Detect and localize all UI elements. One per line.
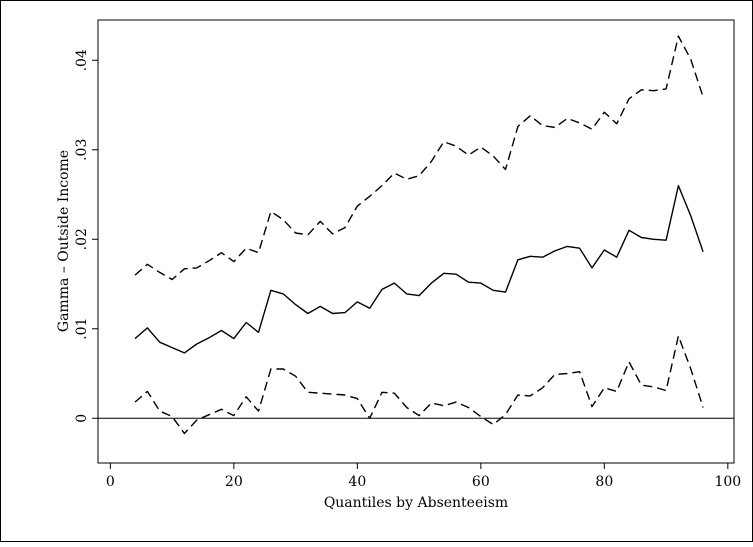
x-tick-label: 40 — [348, 474, 366, 490]
y-tick-label: .02 — [74, 228, 90, 250]
x-axis: 0 20 40 60 80 100 — [106, 463, 741, 490]
x-tick-label: 80 — [595, 474, 613, 490]
y-axis-label: Gamma – Outside Income — [56, 150, 72, 332]
y-tick-label: .04 — [74, 49, 90, 71]
upper-confidence-band-line — [134, 35, 704, 281]
series-layer — [134, 35, 704, 435]
x-tick-label: 60 — [472, 474, 490, 490]
x-tick-label: 20 — [225, 474, 243, 490]
y-tick-label: 0 — [74, 414, 90, 423]
point-estimate-line — [134, 184, 704, 354]
y-tick-label: .01 — [74, 318, 90, 340]
y-axis: 0 .01 .02 .03 .04 — [74, 49, 98, 423]
x-tick-label: 100 — [714, 474, 741, 490]
x-axis-label: Quantiles by Absenteeism — [324, 495, 508, 511]
x-tick-label: 0 — [106, 474, 115, 490]
y-tick-label: .03 — [74, 139, 90, 161]
lower-confidence-band-line — [134, 335, 704, 435]
plot-region-border — [97, 19, 735, 464]
